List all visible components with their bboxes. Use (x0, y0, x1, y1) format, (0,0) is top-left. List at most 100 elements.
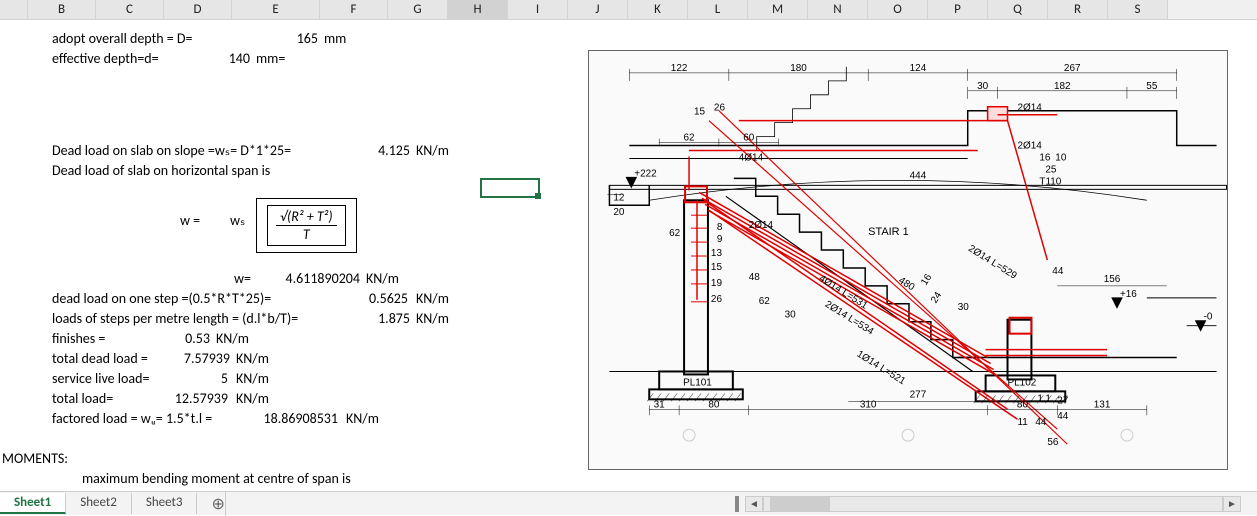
cell[interactable]: 1.875 (352, 308, 412, 328)
split-marker[interactable] (735, 496, 739, 512)
cell[interactable]: 140 (182, 48, 252, 68)
scroll-thumb[interactable] (770, 497, 830, 511)
cell[interactable]: Dead load of slab on horizontal span is (50, 160, 350, 180)
cell[interactable]: w= (232, 268, 262, 288)
cell[interactable]: 12.57939 (150, 388, 230, 408)
scroll-right-button[interactable]: ► (1223, 496, 1241, 512)
svg-text:182: 182 (1054, 81, 1071, 92)
cell[interactable]: adopt overall depth = D= (50, 28, 270, 48)
svg-text:PL102: PL102 (1008, 377, 1037, 388)
cell[interactable]: KN/m (214, 328, 264, 348)
svg-text:44: 44 (1057, 411, 1069, 422)
cell[interactable]: 5 (200, 368, 230, 388)
column-header-F[interactable]: F (320, 0, 388, 19)
cell[interactable]: 0.5625 (340, 288, 410, 308)
cell[interactable]: KN/m (414, 140, 464, 160)
column-header-R[interactable]: R (1048, 0, 1108, 19)
column-header-I[interactable]: I (508, 0, 568, 19)
column-header-H[interactable]: H (448, 0, 508, 19)
cell[interactable]: KN/m (344, 408, 394, 428)
sheet-tab-sheet3[interactable]: Sheet3 (132, 493, 198, 514)
svg-text:122: 122 (671, 63, 688, 74)
cell[interactable]: maximum bending moment at centre of span… (80, 468, 380, 488)
cell[interactable]: MOMENTS: (0, 448, 100, 468)
column-header-C[interactable]: C (96, 0, 164, 19)
cell[interactable]: KN/m (414, 308, 464, 328)
add-sheet-button[interactable]: ⊕ (197, 492, 226, 516)
svg-text:15: 15 (711, 262, 723, 273)
cell[interactable]: 165 (250, 28, 320, 48)
column-header-E[interactable]: E (232, 0, 320, 19)
stair-diagram: 1221801242673018255STAIR 1444+222+16-012… (588, 50, 1228, 470)
column-header-corner[interactable] (0, 0, 28, 19)
svg-text:24: 24 (929, 290, 944, 306)
cell[interactable]: wₛ (228, 210, 258, 230)
svg-text:25: 25 (1045, 164, 1057, 175)
cell[interactable]: KN/m (234, 348, 284, 368)
svg-text:16: 16 (919, 272, 934, 288)
svg-text:80: 80 (708, 399, 720, 410)
column-header-Q[interactable]: Q (988, 0, 1048, 19)
svg-text:1: 1 (1045, 393, 1051, 404)
sheet-tab-sheet1[interactable]: Sheet1 (0, 493, 66, 514)
column-header-P[interactable]: P (928, 0, 988, 19)
svg-text:30: 30 (958, 302, 970, 313)
column-header-O[interactable]: O (868, 0, 928, 19)
active-cell[interactable] (480, 178, 540, 198)
svg-text:48: 48 (749, 272, 761, 283)
svg-text:12: 12 (613, 192, 625, 203)
cell[interactable]: w = (178, 210, 218, 230)
cell[interactable]: KN/m (364, 268, 414, 288)
cell[interactable]: factored load = wᵤ= 1.5*t.l = (50, 408, 240, 428)
cell[interactable]: total load= (50, 388, 140, 408)
cell[interactable]: loads of steps per metre length = (d.l*b… (50, 308, 350, 328)
spreadsheet-grid[interactable]: √(R² + T²) T 1221801242673018255STAIR 14… (0, 20, 1257, 475)
cell[interactable]: finishes = (50, 328, 130, 348)
column-header-L[interactable]: L (688, 0, 748, 19)
svg-text:80: 80 (1017, 399, 1029, 410)
cell[interactable]: mm= (254, 48, 304, 68)
scroll-left-button[interactable]: ◄ (745, 496, 763, 512)
svg-text:62: 62 (684, 133, 696, 144)
cell[interactable]: mm (322, 28, 362, 48)
cell[interactable]: service live load= (50, 368, 180, 388)
svg-text:2Ø14 L=529: 2Ø14 L=529 (966, 243, 1019, 282)
cell[interactable]: Dead load on slab on slope =wₛ= D*1*25= (50, 140, 350, 160)
column-header-K[interactable]: K (628, 0, 688, 19)
svg-text:30: 30 (977, 81, 989, 92)
cell[interactable]: 18.86908531 (240, 408, 340, 428)
svg-text:62: 62 (759, 296, 771, 307)
fill-handle[interactable] (535, 193, 541, 199)
cell[interactable]: 7.57939 (162, 348, 232, 368)
column-header-J[interactable]: J (568, 0, 628, 19)
column-header-N[interactable]: N (808, 0, 868, 19)
cell[interactable]: dead load on one step =(0.5*R*T*25)= (50, 288, 310, 308)
column-header-M[interactable]: M (748, 0, 808, 19)
svg-text:T110: T110 (1039, 176, 1061, 187)
cell[interactable]: KN/m (234, 368, 284, 388)
svg-text:15: 15 (694, 107, 706, 118)
horizontal-scrollbar[interactable]: ◄ ► (745, 495, 1241, 513)
svg-text:2Ø14: 2Ø14 (749, 220, 774, 231)
cell[interactable]: KN/m (234, 388, 284, 408)
scroll-track[interactable] (763, 496, 1223, 512)
cell[interactable]: 0.53 (162, 328, 212, 348)
column-header-S[interactable]: S (1108, 0, 1168, 19)
svg-text:16: 16 (1039, 152, 1051, 163)
svg-text:4Ø14: 4Ø14 (739, 152, 764, 163)
svg-text:156: 156 (1104, 274, 1121, 285)
svg-text:131: 131 (1094, 399, 1111, 410)
cell[interactable]: 4.125 (352, 140, 412, 160)
cell[interactable]: KN/m (414, 288, 464, 308)
column-header-B[interactable]: B (28, 0, 96, 19)
cell[interactable]: 4.611890204 (262, 268, 362, 288)
column-header-G[interactable]: G (388, 0, 448, 19)
sheet-tab-sheet2[interactable]: Sheet2 (66, 493, 132, 514)
cell[interactable]: total dead load = (50, 348, 170, 368)
column-header-D[interactable]: D (164, 0, 232, 19)
formula-box: √(R² + T²) T (256, 198, 357, 253)
formula-denominator: T (276, 226, 337, 243)
svg-text:26: 26 (711, 294, 723, 305)
svg-text:+222: +222 (634, 168, 657, 179)
svg-text:44: 44 (1052, 266, 1064, 277)
